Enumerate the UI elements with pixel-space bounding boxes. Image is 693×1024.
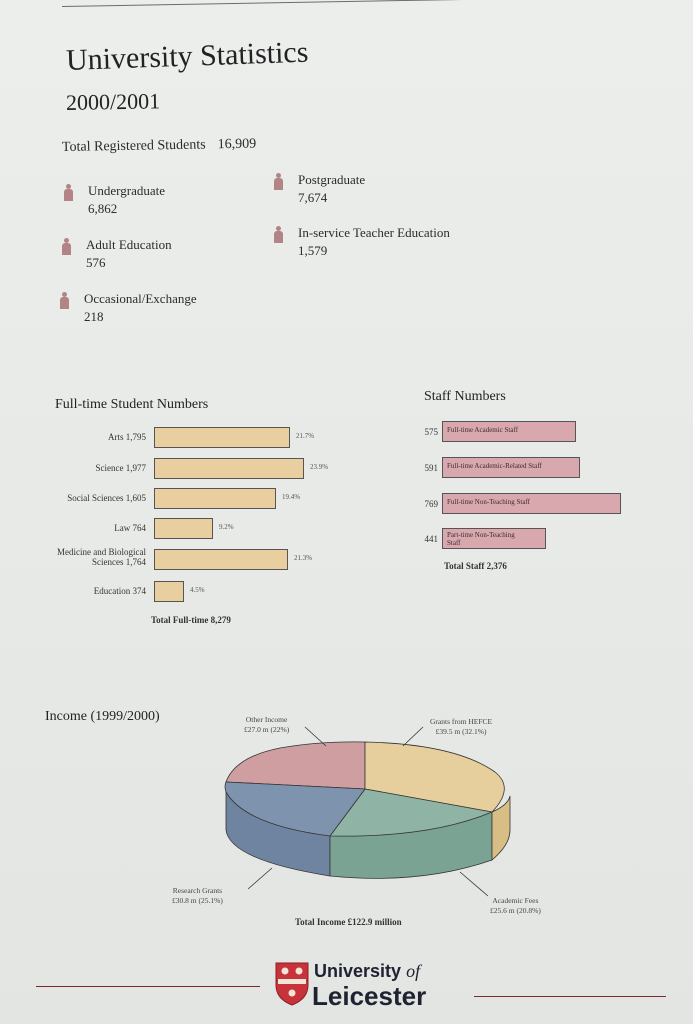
bar-education [154,581,184,602]
staff-bar-label: Full-time Academic Staff [447,426,519,434]
fulltime-total: Total Full-time 8,279 [151,615,231,625]
university-crest-icon [275,962,309,1006]
staff-value-label: 441 [424,534,439,544]
stat-value: 6,862 [88,201,118,216]
income-pie-chart [224,726,511,897]
person-icon [62,238,71,255]
bar-label: Arts 1,795 [108,432,146,442]
bar-percent-label: 19.4% [282,493,301,501]
leader-hefce [402,726,424,747]
pie-slice-fees [329,788,494,837]
staff-total: Total Staff 2,376 [444,561,507,571]
bar-label: Social Sciences 1,605 [67,493,146,503]
staff-bar-part-time-non-teaching-staff: Part-time Non-Teaching Staff [442,528,546,549]
stat-adult-education: Adult Education 576 [62,236,172,272]
bar-label: Law 764 [114,523,146,533]
bar-science [154,458,304,479]
bar-social-sciences [154,488,276,509]
staff-value-label: 575 [424,427,439,437]
person-icon [274,173,283,190]
stat-label: In-service Teacher Education [298,225,450,240]
pie-label-hefce: Grants from HEFCE £39.5 m (32.1%) [430,717,493,736]
bar-percent-label: 23.9% [310,463,329,471]
stat-label: Adult Education [86,237,172,252]
stat-label: Undergraduate [88,183,166,198]
pie-label-other: Other Income £27.0 m (22%) [244,715,290,734]
page-title: University Statistics [65,35,309,77]
pie-slice-research [224,781,366,837]
income-total: Total Income £122.9 million [295,917,402,927]
stat-value: 218 [84,309,104,324]
stat-label: Occasional/Exchange [84,291,197,306]
staff-bar-full-time-academic-staff: Full-time Academic Staff [442,421,576,442]
leader-other [304,726,327,747]
stat-label: Postgraduate [298,172,366,187]
footer-rule-left [36,986,260,987]
total-registered-value: 16,909 [217,136,257,153]
bar-arts [154,427,290,448]
bar-label: Science 1,977 [95,463,146,473]
bar-percent-label: 21.3% [294,554,313,562]
staff-bar-label: Full-time Non-Teaching Staff [447,498,530,506]
stat-occasional-exchange: Occasional/Exchange 218 [60,290,197,326]
stat-postgraduate: Postgraduate 7,674 [274,171,366,207]
person-icon [60,292,69,309]
pie-side-hefce [491,795,511,861]
stat-value: 1,579 [298,243,328,258]
bar-law [154,518,213,539]
leader-research [247,867,273,890]
pie-slice-hefce [364,741,505,813]
staff-value-label: 591 [424,463,439,473]
staff-bar-full-time-non-teaching-staff: Full-time Non-Teaching Staff [442,493,621,514]
stat-undergraduate: Undergraduate 6,862 [64,182,166,218]
pie-label-fees: Academic Fees £25.6 m (20.8%) [490,896,541,915]
pie-slice-other [225,741,366,790]
staff-title: Staff Numbers [424,389,506,404]
bar-label: Medicine and Biological Sciences 1,764 [57,547,146,567]
bar-percent-label: 4.5% [190,586,205,594]
fulltime-title: Full-time Student Numbers [55,397,209,412]
total-registered-students: Total Registered Students 16,909 [62,137,256,156]
page-year: 2000/2001 [65,88,161,115]
footer-rule-right [474,996,666,997]
staff-bar-full-time-academic-related-staff: Full-time Academic-Related Staff [442,457,580,478]
bar-percent-label: 9.2% [219,523,234,531]
bar-label: Education 374 [93,586,146,596]
staff-value-label: 769 [424,499,439,509]
person-icon [274,226,283,243]
top-rule [61,0,677,7]
logo-line2: Leicester [312,981,427,1011]
stat-value: 7,674 [298,190,328,205]
bar-percent-label: 21.7% [296,432,315,440]
staff-bar-label: Full-time Academic-Related Staff [447,462,542,470]
leader-fees [459,871,489,897]
stat-value: 576 [86,255,106,270]
stat-inservice-teacher: In-service Teacher Education 1,579 [274,224,450,260]
bar-medicine-and-biological-sciences [154,549,288,570]
total-registered-label: Total Registered Students [61,137,206,155]
pie-label-research: Research Grants £30.8 m (25.1%) [172,886,223,905]
staff-bar-label: Part-time Non-Teaching Staff [447,531,515,547]
logo-line1: University of [314,961,421,981]
income-title: Income (1999/2000) [45,709,160,724]
person-icon [64,184,73,201]
